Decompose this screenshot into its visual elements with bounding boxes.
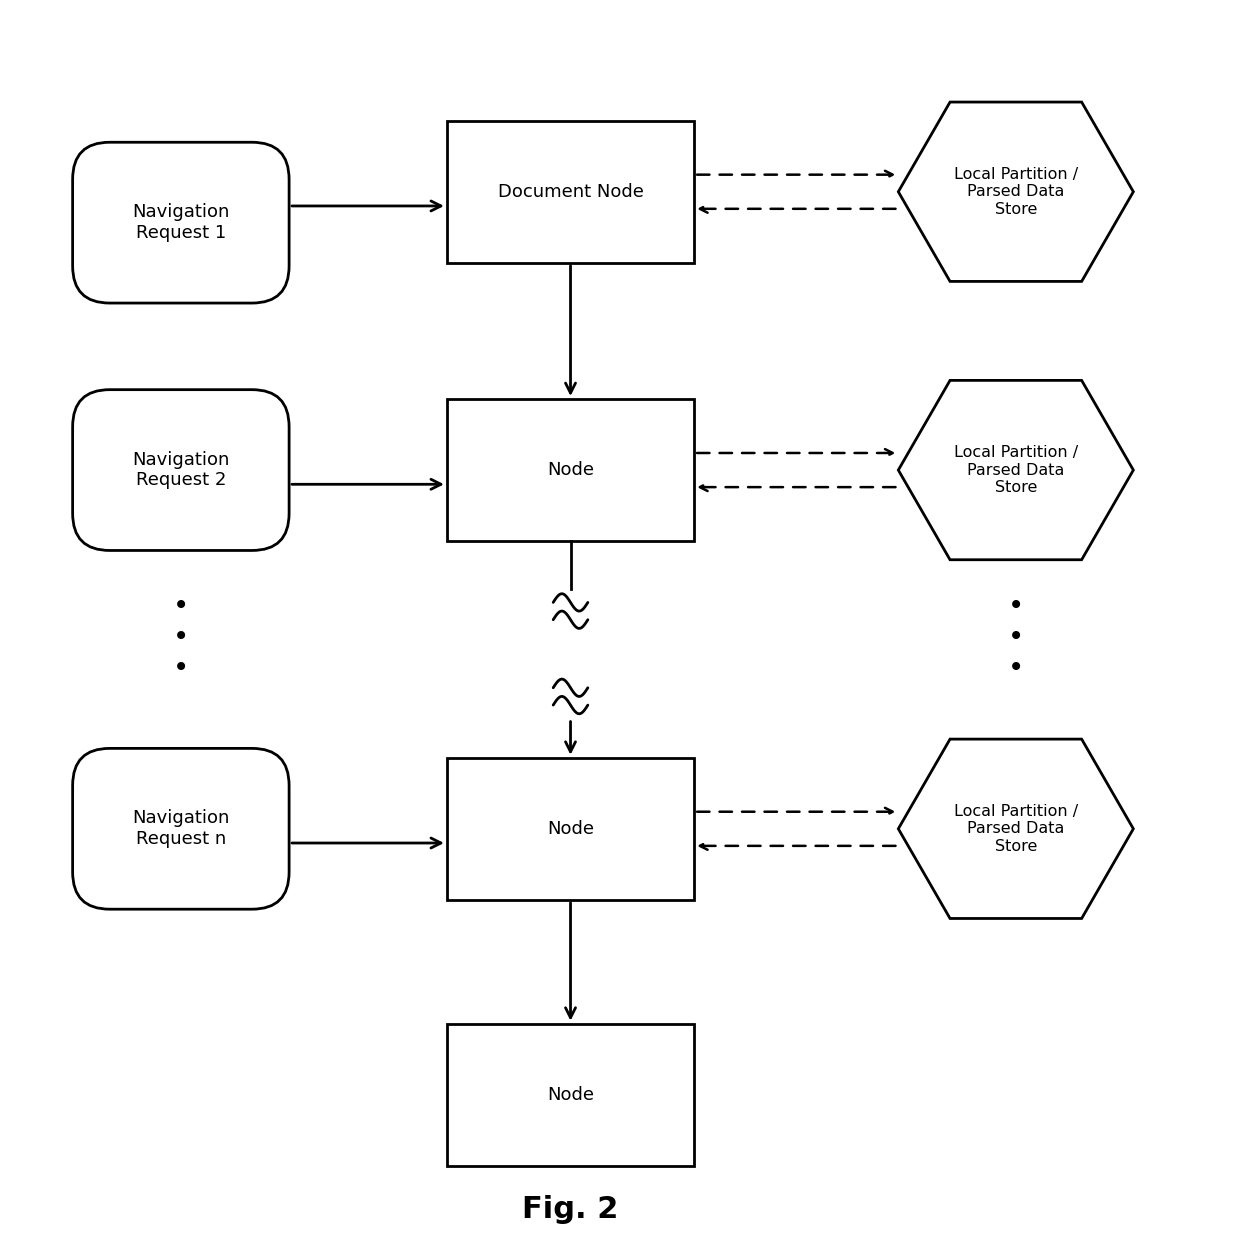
Text: •: • xyxy=(172,593,188,620)
Bar xyxy=(446,121,694,263)
Text: Navigation
Request 1: Navigation Request 1 xyxy=(133,203,229,242)
FancyBboxPatch shape xyxy=(73,390,289,550)
Text: Node: Node xyxy=(547,820,594,837)
Bar xyxy=(446,757,694,901)
Polygon shape xyxy=(898,381,1133,560)
Text: Navigation
Request n: Navigation Request n xyxy=(133,809,229,849)
FancyBboxPatch shape xyxy=(73,142,289,303)
Text: Local Partition /
Parsed Data
Store: Local Partition / Parsed Data Store xyxy=(954,804,1078,854)
Text: Local Partition /
Parsed Data
Store: Local Partition / Parsed Data Store xyxy=(954,167,1078,216)
FancyBboxPatch shape xyxy=(73,748,289,909)
Bar xyxy=(446,1024,694,1165)
Text: Navigation
Request 2: Navigation Request 2 xyxy=(133,450,229,490)
Text: •: • xyxy=(1008,593,1024,620)
Bar xyxy=(446,398,694,542)
Text: Fig. 2: Fig. 2 xyxy=(522,1195,619,1225)
Text: Document Node: Document Node xyxy=(497,183,644,200)
Text: •: • xyxy=(172,623,188,651)
Polygon shape xyxy=(898,103,1133,282)
Text: Node: Node xyxy=(547,461,594,479)
Text: Node: Node xyxy=(547,1086,594,1103)
Text: •: • xyxy=(172,654,188,682)
Text: Local Partition /
Parsed Data
Store: Local Partition / Parsed Data Store xyxy=(954,445,1078,495)
Text: •: • xyxy=(1008,623,1024,651)
Text: •: • xyxy=(1008,654,1024,682)
Polygon shape xyxy=(898,738,1133,918)
